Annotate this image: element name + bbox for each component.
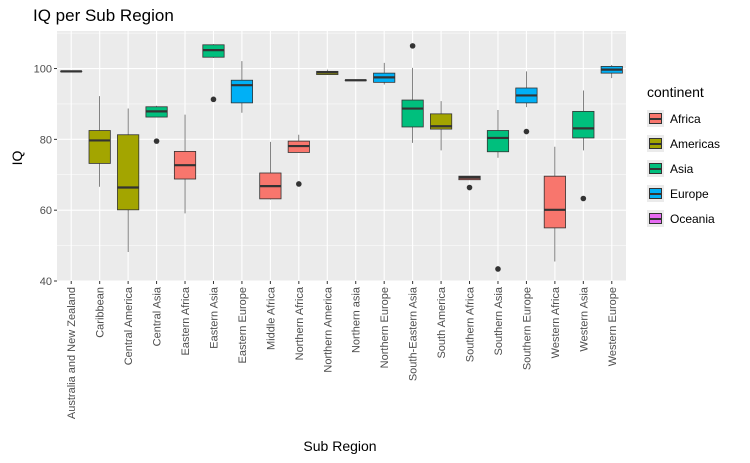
y-tick-label: 100 bbox=[34, 64, 52, 76]
legend-key bbox=[647, 135, 664, 152]
x-tick-label: Middle Africa bbox=[265, 286, 277, 350]
legend-key bbox=[647, 160, 664, 177]
panel-background bbox=[57, 31, 626, 281]
legend-label: Africa bbox=[670, 111, 701, 126]
x-tick-label: Northern Europe bbox=[379, 287, 391, 368]
legend-item: Africa bbox=[647, 106, 720, 131]
chart-title: IQ per Sub Region bbox=[33, 6, 174, 25]
box bbox=[117, 134, 140, 211]
x-tick-label: Southern Asia bbox=[493, 286, 505, 355]
x-tick-label: Southern Africa bbox=[465, 286, 477, 362]
legend-key bbox=[647, 185, 664, 202]
legend-key bbox=[647, 110, 664, 127]
box bbox=[572, 110, 595, 139]
x-tick-label: South America bbox=[436, 286, 448, 358]
outlier-point bbox=[210, 96, 217, 103]
x-tick-label: Australia and New Zealand bbox=[66, 287, 78, 419]
legend: continent Africa Americas Asia Europe Oceani… bbox=[647, 84, 720, 231]
box bbox=[543, 175, 566, 229]
x-tick-label: Eastern Europe bbox=[237, 287, 249, 363]
outlier-point bbox=[296, 181, 302, 187]
x-tick-label: Eastern Asia bbox=[208, 286, 220, 349]
outlier-point bbox=[495, 266, 501, 272]
outlier-point bbox=[523, 128, 530, 135]
x-tick-label: Central America bbox=[123, 286, 135, 365]
x-tick-label: Southern Europe bbox=[521, 287, 533, 370]
legend-label: Oceania bbox=[670, 211, 715, 226]
box bbox=[230, 79, 253, 104]
outlier-point bbox=[466, 184, 473, 191]
x-axis-label: Sub Region bbox=[303, 438, 377, 454]
x-tick-label: Western Africa bbox=[550, 286, 562, 358]
legend-label: Asia bbox=[670, 161, 694, 176]
box bbox=[88, 130, 111, 164]
legend-title: continent bbox=[647, 84, 704, 100]
x-tick-label: South-Eastern Asia bbox=[408, 286, 420, 381]
outlier-point bbox=[580, 195, 587, 202]
y-tick-label: 80 bbox=[40, 134, 52, 146]
legend-key bbox=[647, 210, 664, 227]
x-tick-label: Western Asia bbox=[578, 286, 590, 351]
box bbox=[486, 130, 510, 153]
legend-item: Oceania bbox=[647, 206, 720, 231]
legend-item: Asia bbox=[647, 156, 720, 181]
x-tick-label: Western Europe bbox=[607, 287, 619, 366]
x-tick-label: Central Asia bbox=[152, 286, 164, 346]
y-tick-label: 60 bbox=[40, 205, 52, 217]
x-tick-label: Northern Africa bbox=[294, 286, 306, 360]
legend-item: Europe bbox=[647, 181, 720, 206]
x-tick-label: Northern America bbox=[322, 286, 334, 372]
legend-label: Europe bbox=[670, 186, 709, 201]
x-tick-label: Eastern Africa bbox=[180, 286, 192, 355]
x-tick-label: Northern asia bbox=[351, 286, 363, 353]
outlier-point bbox=[409, 43, 416, 49]
x-tick-label: Caribbean bbox=[95, 287, 107, 338]
legend-item: Americas bbox=[647, 131, 720, 156]
y-tick-label: 40 bbox=[40, 276, 52, 288]
outlier-point bbox=[153, 138, 160, 144]
box bbox=[401, 99, 424, 128]
legend-label: Americas bbox=[670, 136, 721, 151]
